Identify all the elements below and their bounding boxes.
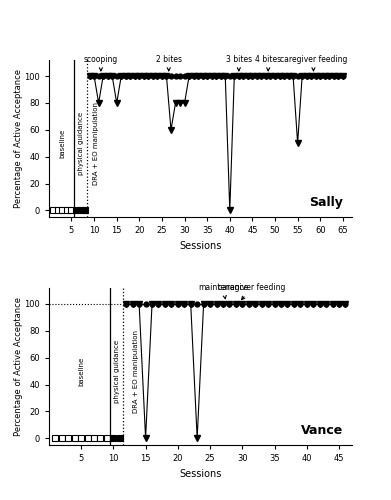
X-axis label: Sessions: Sessions — [179, 468, 222, 478]
Text: 3 bites: 3 bites — [226, 55, 252, 71]
Text: maintenance: maintenance — [198, 283, 248, 298]
Text: 4 bites: 4 bites — [255, 55, 281, 71]
Text: caregiver feeding: caregiver feeding — [218, 283, 286, 300]
Text: scooping: scooping — [84, 55, 118, 71]
Text: DRA + EO manipulation: DRA + EO manipulation — [133, 330, 139, 412]
Text: DRA + EO manipulation: DRA + EO manipulation — [93, 102, 99, 185]
Text: physical guidance: physical guidance — [77, 112, 84, 175]
Text: Vance: Vance — [301, 424, 343, 437]
Text: 2 bites: 2 bites — [156, 55, 182, 71]
Text: physical guidance: physical guidance — [113, 340, 120, 402]
Text: baseline: baseline — [59, 128, 65, 158]
Text: caregiver feeding: caregiver feeding — [280, 55, 347, 71]
Y-axis label: Percentage of Active Acceptance: Percentage of Active Acceptance — [14, 297, 23, 436]
Text: Sally: Sally — [309, 196, 343, 209]
X-axis label: Sessions: Sessions — [179, 240, 222, 250]
Y-axis label: Percentage of Active Acceptance: Percentage of Active Acceptance — [14, 69, 23, 208]
Text: baseline: baseline — [78, 356, 84, 386]
